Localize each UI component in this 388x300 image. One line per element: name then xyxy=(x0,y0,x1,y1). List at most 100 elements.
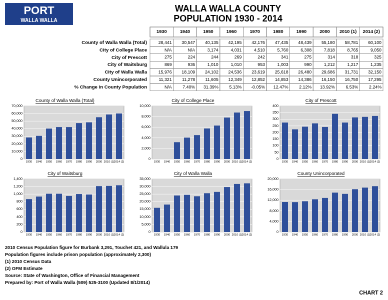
x-tick-label: 1940 xyxy=(164,233,171,237)
chart-title: City of Walla Walla xyxy=(174,171,213,176)
footnote: Source: State of Washington, Office of F… xyxy=(5,273,140,278)
x-tick-label: 1980 xyxy=(204,160,211,164)
y-tick-label: 200 xyxy=(273,130,279,134)
y-tick-label: 600 xyxy=(17,207,23,211)
logo-title: PORT xyxy=(24,5,55,17)
x-tick-label: 1930 xyxy=(282,233,289,237)
bar xyxy=(332,113,338,159)
cell-value: 341 xyxy=(281,55,289,60)
bar xyxy=(46,128,52,159)
x-tick-label: 2010 (1) xyxy=(232,233,242,237)
bar xyxy=(194,135,200,159)
cell-value: 5,760 xyxy=(277,47,289,52)
cell-value: 55,180 xyxy=(321,40,335,45)
chart-title: County Unincorporated xyxy=(297,171,345,176)
x-tick-label: 1980 xyxy=(332,160,339,164)
cell-value: 1,235 xyxy=(371,62,383,67)
y-tick-label: 0 xyxy=(149,157,151,161)
row-label: County Unincorporated xyxy=(93,77,147,83)
bar xyxy=(66,127,72,159)
column-header: 1940 xyxy=(180,29,191,34)
x-tick-label: 1960 xyxy=(184,233,191,237)
cell-value: 42,195 xyxy=(228,40,242,45)
y-tick-label: 20,000 xyxy=(140,200,151,204)
cell-value: 11,278 xyxy=(182,77,196,82)
cell-value: 4,031 xyxy=(231,47,243,52)
x-tick-label: 2010 (1) xyxy=(360,160,370,164)
y-tick-label: 16,000 xyxy=(268,188,279,192)
x-tick-label: 2014 (2) xyxy=(242,233,252,237)
x-tick-label: 1970 xyxy=(194,160,201,164)
cell-value: 1,003 xyxy=(277,62,289,67)
title: POPULATION 1930 - 2014 xyxy=(174,13,283,23)
y-tick-label: 350 xyxy=(273,111,279,115)
bar xyxy=(312,199,318,232)
header-cell xyxy=(359,26,384,38)
y-tick-label: 1,200 xyxy=(14,185,23,189)
cell-value: N/A xyxy=(188,47,195,52)
cell-value: N/A xyxy=(164,47,171,52)
footnote: Population figures include prison popula… xyxy=(5,252,151,257)
y-tick-label: 250 xyxy=(273,124,279,128)
bar xyxy=(372,186,378,232)
cell-value: 1,212 xyxy=(324,62,336,67)
row-label: % Change in County Population xyxy=(74,84,147,90)
bar xyxy=(302,201,308,232)
cell-value: 12.47% xyxy=(273,84,288,89)
row-label: City of Walla Walla xyxy=(105,70,148,76)
cell-value: 28,441 xyxy=(158,40,172,45)
x-tick-label: 1980 xyxy=(76,233,83,237)
cell-value: 2.24% xyxy=(369,84,382,89)
y-tick-label: 8,000 xyxy=(270,209,279,213)
chart-title: County of Walla Walla (Total) xyxy=(36,98,95,103)
cell-value: 990 xyxy=(304,62,312,67)
x-tick-label: 1950 xyxy=(46,160,53,164)
cell-value: -0.05% xyxy=(251,84,265,89)
cell-value: 325 xyxy=(374,55,382,60)
bar xyxy=(86,122,92,159)
logo xyxy=(5,3,73,25)
footnote: (2) OFM Estimate xyxy=(5,266,43,271)
x-tick-label: 2014 (2) xyxy=(242,160,252,164)
y-tick-label: 0 xyxy=(277,157,279,161)
bar xyxy=(96,117,102,159)
row-label: County of Walla Walla (Total) xyxy=(82,40,148,46)
bar xyxy=(184,194,190,232)
y-tick-label: 40,000 xyxy=(12,127,23,131)
y-tick-label: 400 xyxy=(17,215,23,219)
bar xyxy=(26,199,32,232)
bar xyxy=(292,202,298,232)
x-tick-label: 1960 xyxy=(312,233,319,237)
row-label: City of College Place xyxy=(100,47,148,53)
bar xyxy=(302,126,308,159)
x-tick-label: 2000 xyxy=(224,233,231,237)
footnote: Prepared by: Port of Walla Walla (509) 5… xyxy=(5,280,150,285)
bar xyxy=(204,193,210,232)
cell-value: 24,102 xyxy=(205,69,219,74)
cell-value: 242 xyxy=(258,55,266,60)
bar xyxy=(76,123,82,159)
x-tick-label: 1970 xyxy=(322,160,329,164)
bar xyxy=(322,197,328,232)
y-tick-label: 50 xyxy=(275,150,279,154)
x-tick-label: 2010 (1) xyxy=(360,233,370,237)
x-tick-label: 1980 xyxy=(76,160,83,164)
cell-value: 18,109 xyxy=(182,69,196,74)
y-tick-label: 1,000 xyxy=(14,192,23,196)
logo-subtitle: WALLA WALLA xyxy=(21,18,58,24)
bar xyxy=(342,193,348,232)
row-label: City of Waitsburg xyxy=(107,62,147,68)
column-header: 1950 xyxy=(203,29,214,34)
cell-value: 14,853 xyxy=(275,77,289,82)
column-header: 1990 xyxy=(296,29,307,34)
title: WALLA WALLA COUNTY xyxy=(175,3,281,13)
y-tick-label: 4,000 xyxy=(142,136,151,140)
cell-value: 11,605 xyxy=(205,77,219,82)
cell-value: 16,150 xyxy=(321,77,335,82)
y-tick-label: 12,000 xyxy=(268,198,279,202)
x-tick-label: 1990 xyxy=(214,233,221,237)
bar xyxy=(36,196,42,232)
y-tick-label: 400 xyxy=(273,104,279,108)
y-tick-label: 20,000 xyxy=(268,177,279,181)
